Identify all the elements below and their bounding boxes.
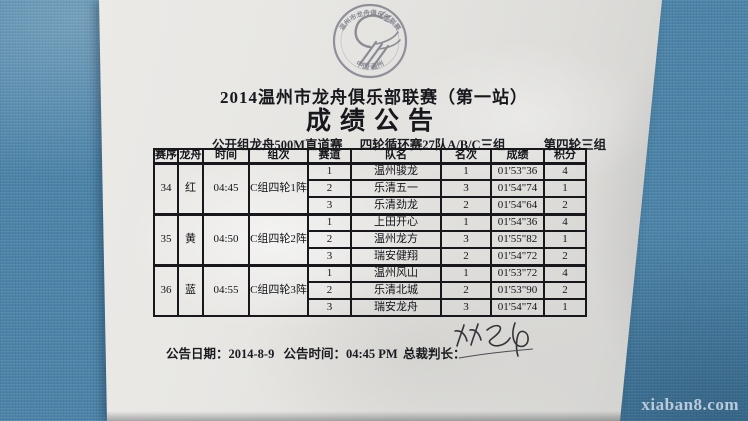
cell-time: 04:55 xyxy=(202,263,250,318)
cell-points: 4 xyxy=(543,263,587,284)
time-value: 04:45 PM xyxy=(345,347,398,361)
cell-lane: 3 xyxy=(307,247,352,267)
col-boat: 龙舟 xyxy=(177,147,204,165)
cell-points: 4 xyxy=(543,212,587,233)
cell-points: 1 xyxy=(543,179,587,199)
dragon-club-emblem-icon: 温州市龙舟俱乐部联赛 中国·温州 xyxy=(332,3,408,79)
time-label: 公告时间： xyxy=(283,347,346,361)
cell-time: 04:45 xyxy=(202,161,250,216)
cell-team: 上田开心 xyxy=(350,212,442,233)
cell-result: 01'53"72 xyxy=(490,263,545,284)
table-row: 34 红 04:45 C组四轮1阵 1 温州骏龙 1 01'53"36 4 xyxy=(153,161,587,216)
table-row: 3 瑞安健翔 2 01'54"72 2 xyxy=(154,247,587,267)
cell-points: 2 xyxy=(543,281,587,301)
cell-lane: 2 xyxy=(307,281,352,301)
cell-boat: 红 xyxy=(177,161,204,216)
table-row: 2 乐清五一 3 01'54"74 1 xyxy=(154,179,587,199)
cell-result: 01'53"90 xyxy=(490,281,545,301)
cell-race-no: 35 xyxy=(153,212,179,267)
cell-result: 01'54"74 xyxy=(490,298,545,318)
dragon-icon xyxy=(354,11,401,70)
cell-result: 01'54"64 xyxy=(490,196,545,216)
announcement-datetime: 公告日期：2014-8-9 公告时间：04:45 PM xyxy=(166,343,398,362)
cell-team: 乐清北城 xyxy=(350,281,442,301)
col-team: 队名 xyxy=(350,147,442,165)
cell-points: 2 xyxy=(543,247,587,267)
cell-team: 乐清劲龙 xyxy=(350,196,442,216)
cell-heat: C组四轮1阵 xyxy=(248,161,309,216)
cell-result: 01'54"72 xyxy=(490,247,545,267)
table-row: 3 瑞安龙舟 3 01'54"74 1 xyxy=(154,298,587,318)
table-header-row: 赛序 龙舟 时间 组次 赛道 队名 名次 成绩 积分 xyxy=(153,147,587,165)
cell-points: 4 xyxy=(543,161,587,182)
cell-result: 01'53"36 xyxy=(490,161,545,182)
cell-race-no: 36 xyxy=(153,263,179,318)
cell-rank: 1 xyxy=(440,212,492,233)
chief-judge-label: 总裁判长： xyxy=(403,347,466,361)
cell-rank: 1 xyxy=(440,161,492,182)
cell-lane: 1 xyxy=(307,161,352,182)
cell-team: 瑞安健翔 xyxy=(350,247,442,267)
cell-rank: 2 xyxy=(440,196,492,216)
col-rank: 名次 xyxy=(440,147,492,165)
cell-points: 2 xyxy=(543,196,587,216)
cell-rank: 3 xyxy=(440,179,492,199)
cell-team: 温州骏龙 xyxy=(350,161,442,182)
cell-rank: 2 xyxy=(440,247,492,267)
cell-team: 瑞安龙舟 xyxy=(350,298,442,318)
col-heat: 组次 xyxy=(248,147,309,165)
cell-rank: 3 xyxy=(440,230,492,250)
cell-team: 乐清五一 xyxy=(350,179,442,199)
cell-lane: 1 xyxy=(307,212,352,233)
col-race-no: 赛序 xyxy=(153,147,179,165)
cell-lane: 3 xyxy=(307,298,352,318)
svg-text:温州市龙舟俱乐部联赛: 温州市龙舟俱乐部联赛 xyxy=(337,8,403,33)
cell-team: 温州风山 xyxy=(350,263,442,284)
cell-race-no: 34 xyxy=(153,161,179,216)
cell-result: 01'54"36 xyxy=(490,212,545,233)
cell-rank: 1 xyxy=(440,263,492,284)
cell-rank: 2 xyxy=(440,281,492,301)
emblem-arc-top-text: 温州市龙舟俱乐部联赛 xyxy=(337,8,403,33)
cell-team: 温州龙方 xyxy=(350,230,442,250)
cell-lane: 3 xyxy=(307,196,352,216)
cell-result: 01'54"74 xyxy=(490,179,545,199)
cell-heat: C组四轮2阵 xyxy=(248,212,309,267)
table-row: 36 蓝 04:55 C组四轮3阵 1 温州风山 1 01'53"72 4 xyxy=(153,263,587,318)
table-row: 3 乐清劲龙 2 01'54"64 2 xyxy=(154,196,587,216)
cell-rank: 3 xyxy=(440,298,492,318)
cell-result: 01'55"82 xyxy=(490,230,545,250)
cell-boat: 蓝 xyxy=(177,263,204,318)
chief-judge-signature: 林宏峰 xyxy=(454,322,534,359)
date-label: 公告日期： xyxy=(166,347,229,361)
table-row: 35 黄 04:50 C组四轮2阵 1 上田开心 1 01'54"36 4 xyxy=(153,212,587,267)
col-result: 成绩 xyxy=(490,147,545,165)
cell-time: 04:50 xyxy=(202,212,250,267)
col-points: 积分 xyxy=(543,147,587,165)
cell-heat: C组四轮3阵 xyxy=(248,263,309,318)
col-lane: 赛道 xyxy=(307,147,352,165)
col-time: 时间 xyxy=(202,147,250,165)
cell-lane: 1 xyxy=(307,263,352,284)
cell-boat: 黄 xyxy=(177,212,204,267)
site-watermark: xiaban8.com xyxy=(641,395,739,414)
cell-lane: 2 xyxy=(307,230,352,250)
page-subtitle: 成绩公告 xyxy=(305,108,442,135)
cell-points: 1 xyxy=(543,230,587,250)
cell-lane: 2 xyxy=(307,179,352,199)
table-row: 2 乐清北城 2 01'53"90 2 xyxy=(154,281,587,301)
page-title: 2014温州市龙舟俱乐部联赛（第一站） xyxy=(220,88,528,107)
date-value: 2014-8-9 xyxy=(228,347,275,361)
table-row: 2 温州龙方 3 01'55"82 1 xyxy=(154,230,587,250)
cell-points: 1 xyxy=(543,298,587,318)
results-table: 赛序 龙舟 时间 组次 赛道 队名 名次 成绩 积分 34 红 04:45 C组… xyxy=(153,147,587,318)
